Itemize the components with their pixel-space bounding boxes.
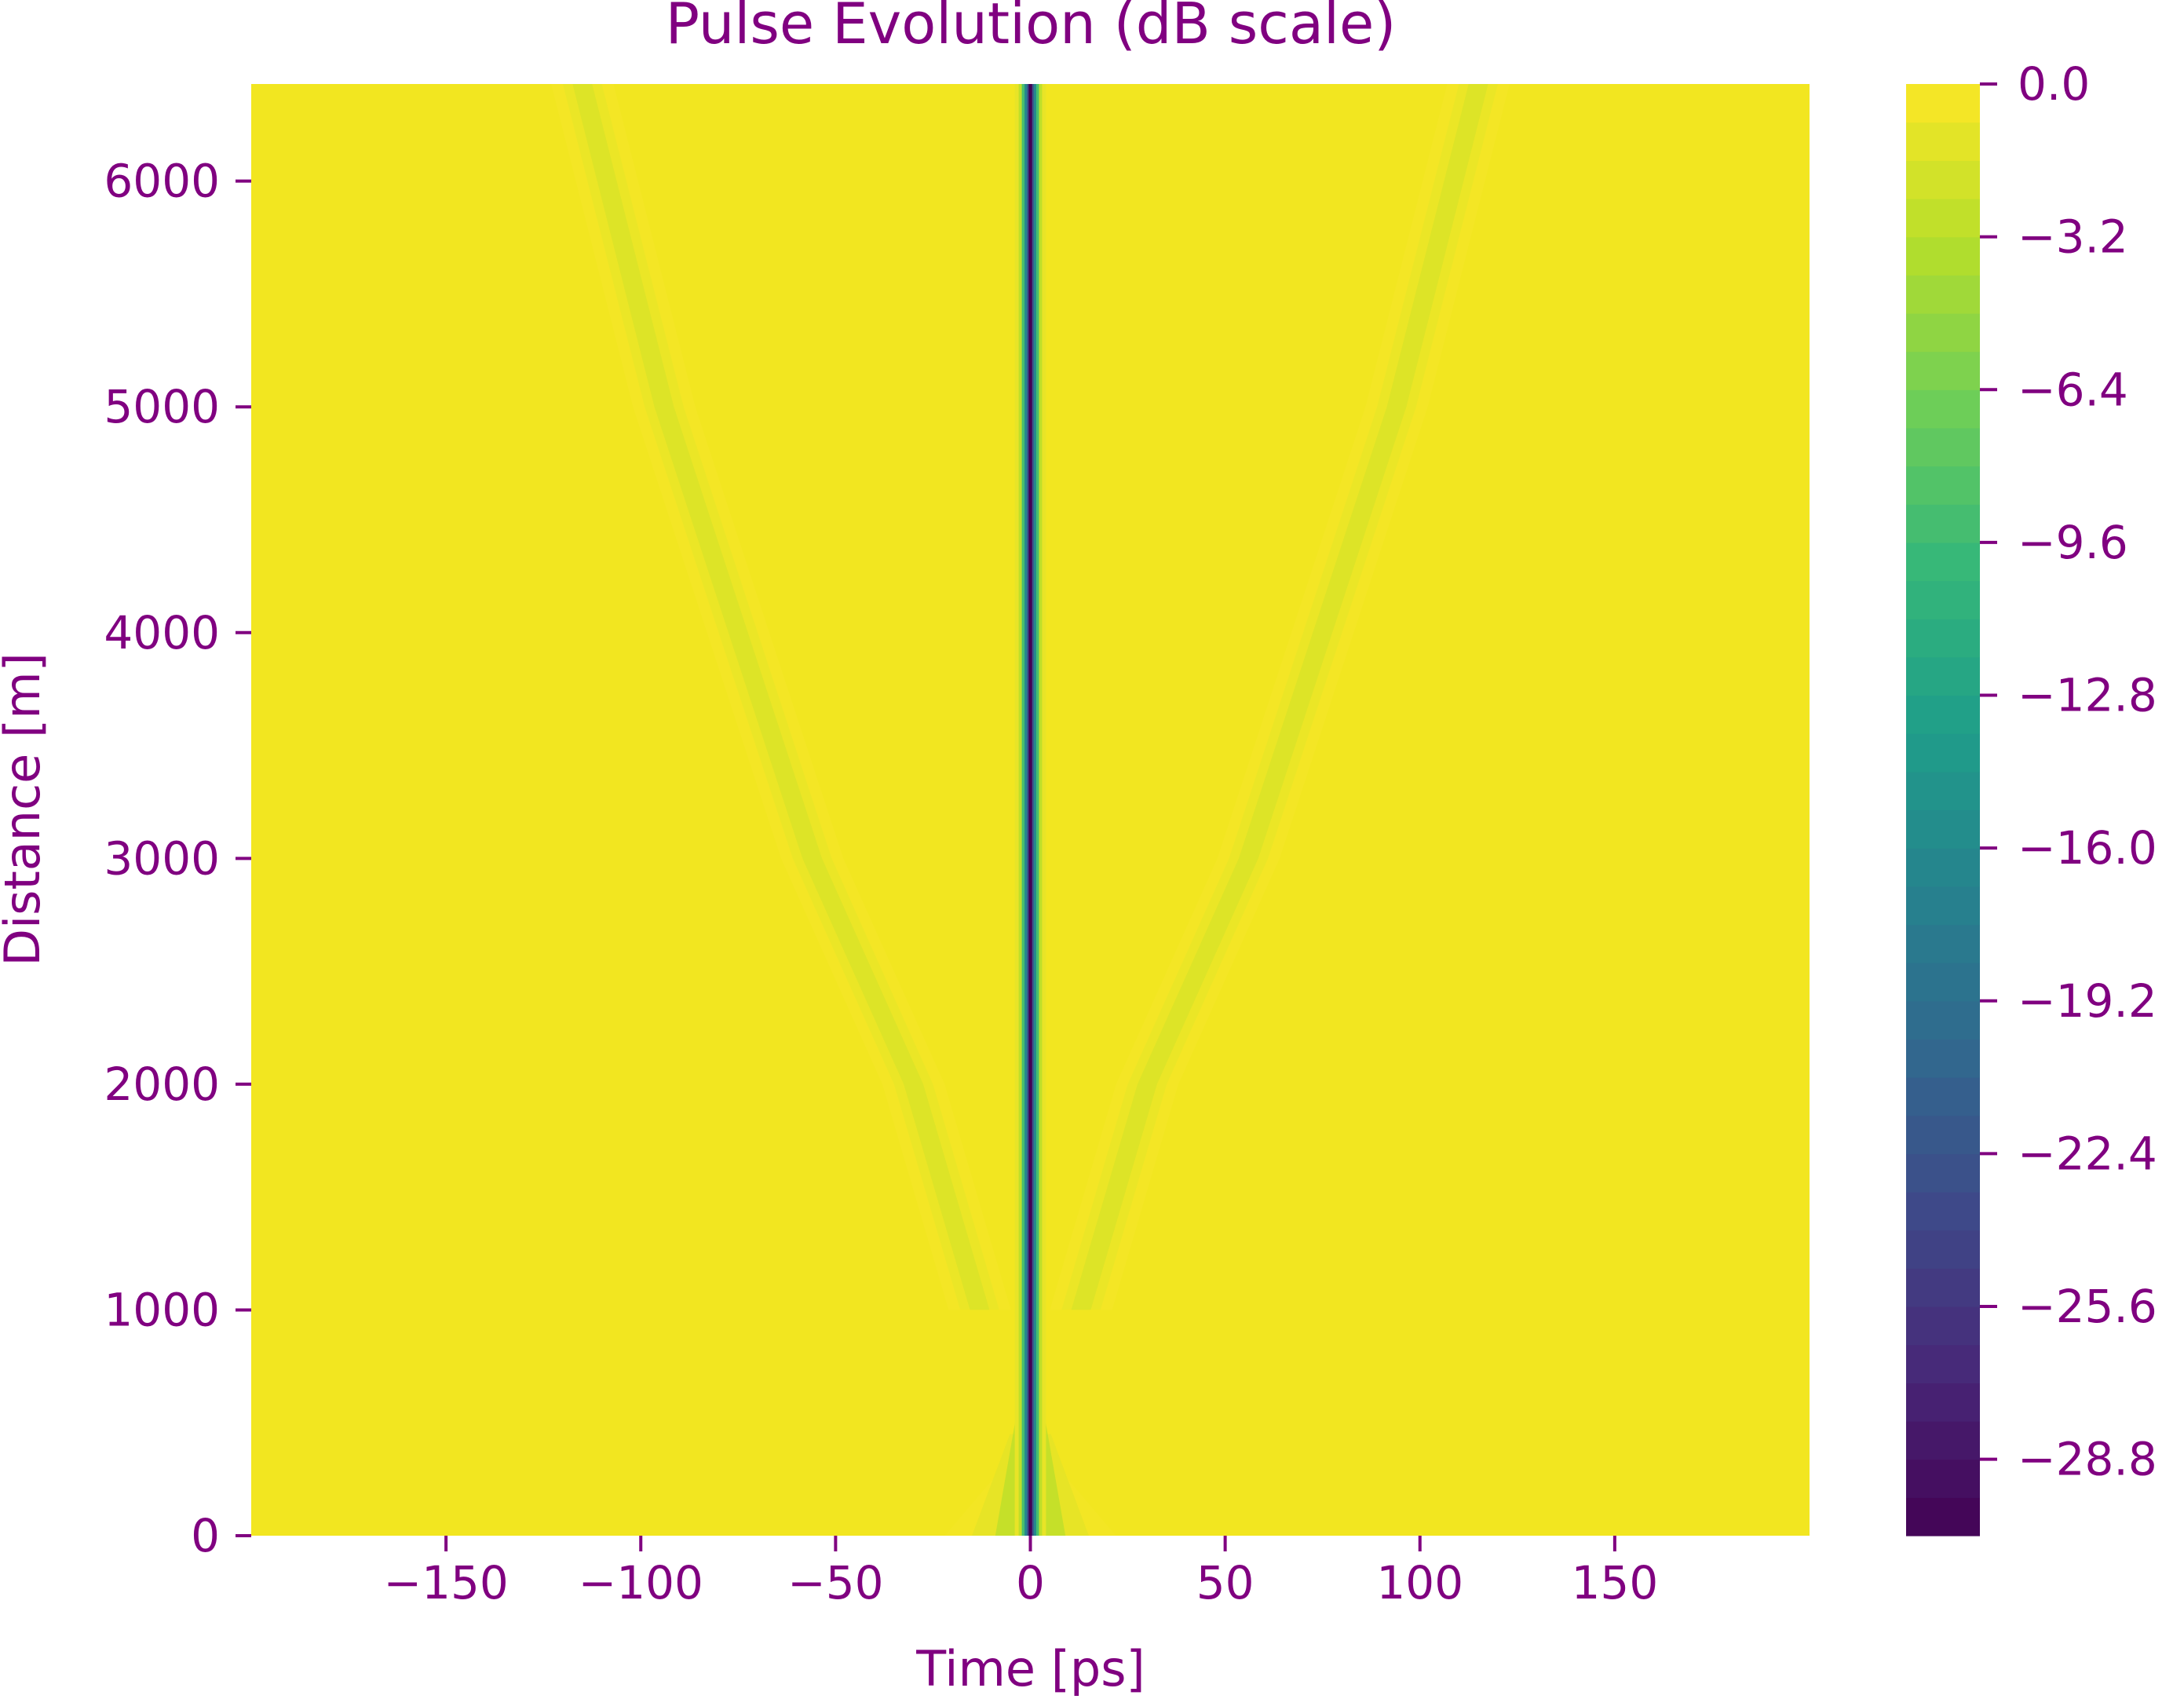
- side-lobe: [1061, 84, 1498, 1310]
- chart-title: Pulse Evolution (dB scale): [666, 0, 1397, 57]
- colorbar-band: [1906, 1153, 1980, 1193]
- colorbar-band: [1906, 1000, 1980, 1040]
- colorbar-band: [1906, 580, 1980, 619]
- colorbar-tick-label: −22.4: [2018, 1127, 2157, 1180]
- colorbar-band: [1906, 236, 1980, 276]
- colorbar-tick-label: −28.8: [2018, 1433, 2157, 1486]
- y-tick-label: 3000: [104, 831, 220, 885]
- colorbar-band: [1906, 389, 1980, 429]
- colorbar-band: [1906, 1383, 1980, 1422]
- colorbar-band: [1906, 84, 1980, 123]
- colorbar-ticks: 0.0 −3.2 −6.4 −9.6 −12.8 −16.0 −19.2 −22.4 −25.6…: [1980, 57, 2157, 1486]
- x-tick-label: −50: [787, 1556, 883, 1609]
- y-axis: 0 1000 2000 3000 4000 5000 6000: [104, 155, 251, 1562]
- heatmap-content: [551, 84, 1510, 1536]
- colorbar-band: [1906, 1497, 1980, 1536]
- colorbar-band: [1906, 771, 1980, 811]
- colorbar-band: [1906, 924, 1980, 963]
- x-tick-label: 150: [1572, 1556, 1659, 1609]
- y-tick-label: 1000: [104, 1283, 220, 1336]
- colorbar: 0.0 −3.2 −6.4 −9.6 −12.8 −16.0 −19.2 −22.4 −25.6…: [1906, 57, 2157, 1536]
- colorbar-bands: [1906, 84, 1980, 1536]
- x-tick-label: −150: [383, 1556, 508, 1609]
- colorbar-band: [1906, 160, 1980, 199]
- x-tick-label: 100: [1376, 1556, 1463, 1609]
- x-axis-label: Time [ps]: [915, 1640, 1145, 1697]
- colorbar-band: [1906, 122, 1980, 161]
- colorbar-band: [1906, 198, 1980, 238]
- y-tick-label: 2000: [104, 1058, 220, 1111]
- y-tick-label: 5000: [104, 380, 220, 433]
- colorbar-band: [1906, 695, 1980, 734]
- side-lobe: [563, 84, 999, 1310]
- heatmap-area: [251, 84, 1810, 1536]
- colorbar-band: [1906, 427, 1980, 467]
- colorbar-band: [1906, 466, 1980, 505]
- colorbar-band: [1906, 809, 1980, 849]
- colorbar-tick-label: −25.6: [2018, 1280, 2157, 1333]
- colorbar-band: [1906, 886, 1980, 926]
- colorbar-band: [1906, 1268, 1980, 1307]
- y-tick-label: 4000: [104, 606, 220, 660]
- side-lobe: [572, 84, 990, 1310]
- colorbar-band: [1906, 848, 1980, 887]
- colorbar-tick-label: −19.2: [2018, 974, 2157, 1028]
- colorbar-tick-label: −9.6: [2018, 516, 2128, 569]
- colorbar-band: [1906, 1306, 1980, 1346]
- colorbar-band: [1906, 963, 1980, 1002]
- colorbar-tick-label: 0.0: [2018, 57, 2090, 111]
- colorbar-band: [1906, 733, 1980, 773]
- y-tick-label: 0: [191, 1509, 220, 1562]
- colorbar-band: [1906, 1115, 1980, 1155]
- colorbar-band: [1906, 542, 1980, 582]
- colorbar-tick-label: −12.8: [2018, 669, 2157, 722]
- colorbar-tick-label: −6.4: [2018, 363, 2128, 416]
- colorbar-band: [1906, 1039, 1980, 1078]
- colorbar-band: [1906, 312, 1980, 353]
- x-tick-label: 0: [1016, 1556, 1045, 1609]
- colorbar-band: [1906, 619, 1980, 658]
- y-tick-label: 6000: [104, 155, 220, 208]
- colorbar-band: [1906, 275, 1980, 314]
- colorbar-band: [1906, 504, 1980, 543]
- x-axis: −150 −100 −50 0 50 100 150: [383, 1536, 1658, 1609]
- colorbar-band: [1906, 1229, 1980, 1269]
- x-tick-label: −100: [579, 1556, 703, 1609]
- colorbar-tick-label: −16.0: [2018, 821, 2157, 875]
- colorbar-band: [1906, 1344, 1980, 1383]
- x-tick-label: 50: [1196, 1556, 1255, 1609]
- colorbar-band: [1906, 656, 1980, 696]
- colorbar-band: [1906, 351, 1980, 390]
- side-lobe: [1071, 84, 1488, 1310]
- central-null: [1028, 84, 1032, 1536]
- colorbar-tick-label: −3.2: [2018, 210, 2128, 264]
- colorbar-band: [1906, 1077, 1980, 1116]
- y-axis-label: Distance [m]: [0, 652, 51, 966]
- colorbar-band: [1906, 1192, 1980, 1231]
- colorbar-band: [1906, 1459, 1980, 1498]
- colorbar-band: [1906, 1421, 1980, 1460]
